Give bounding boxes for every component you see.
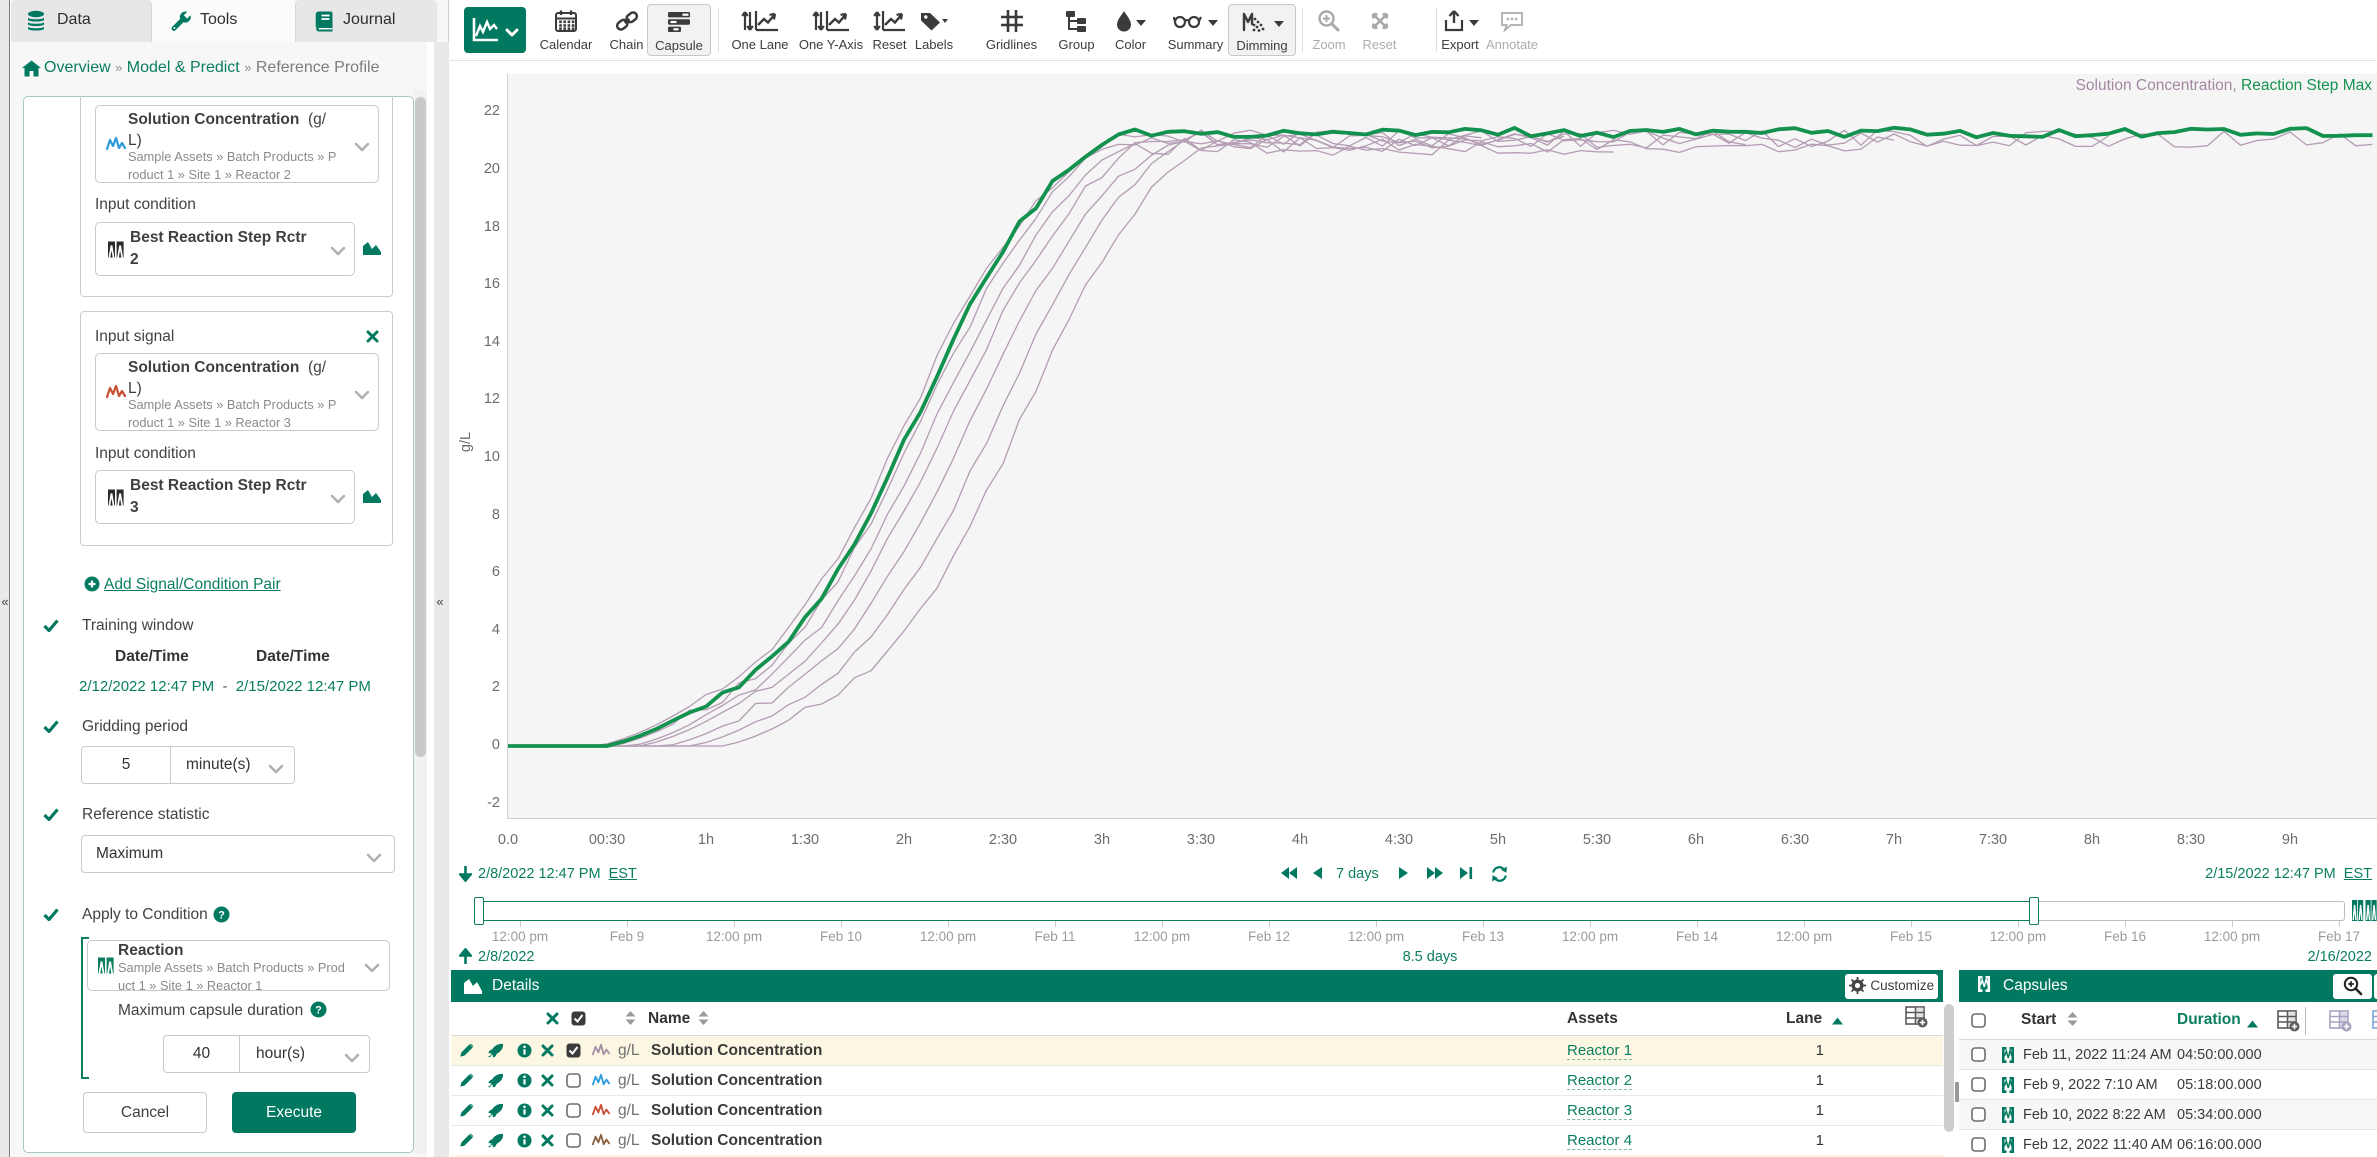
svg-text:?: ?: [218, 910, 225, 922]
svg-text:?: ?: [315, 1005, 322, 1017]
